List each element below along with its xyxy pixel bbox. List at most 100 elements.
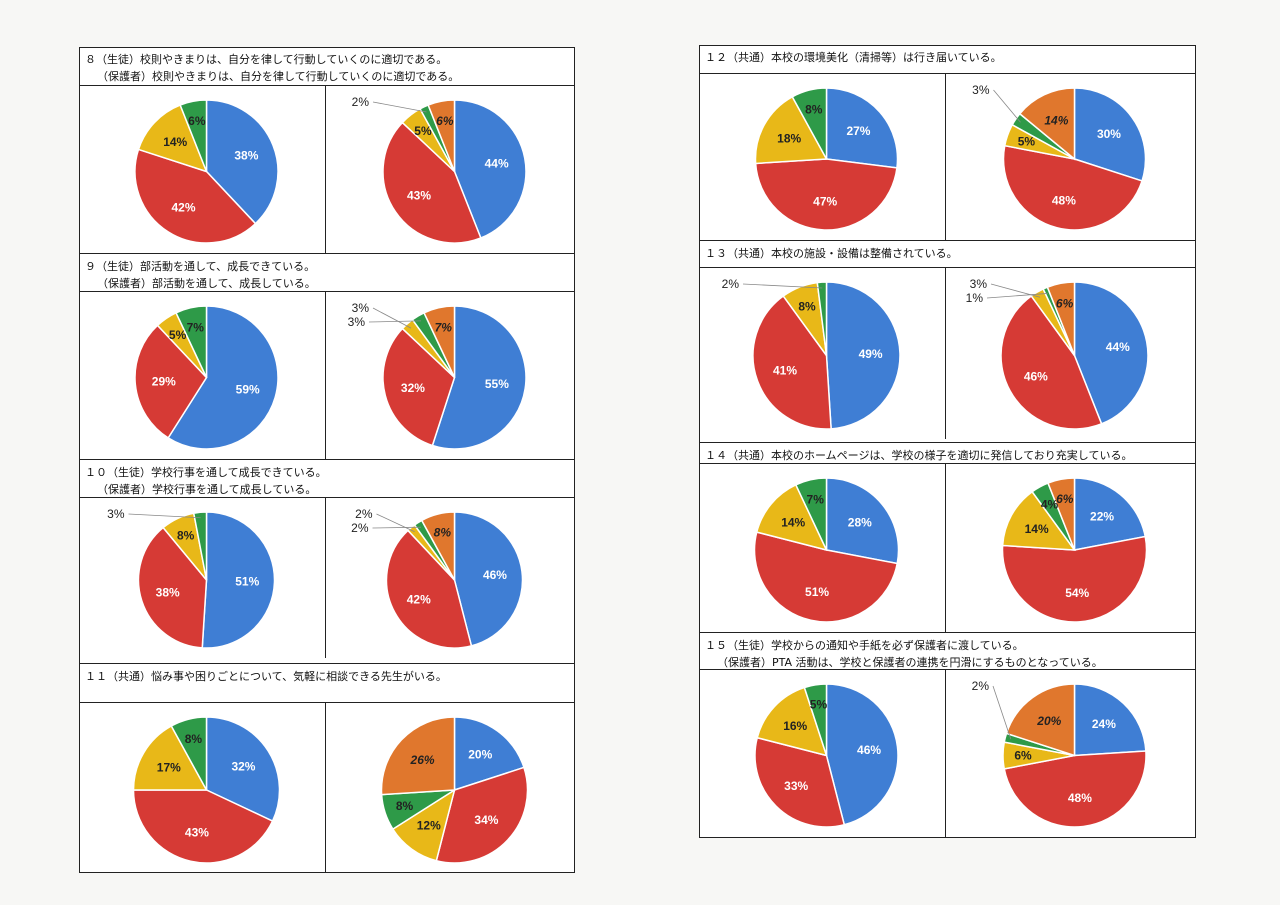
pie-slice-orange	[420, 511, 456, 581]
pie-slice-label: 46%	[483, 568, 507, 582]
pie-slice-label: 48%	[1052, 193, 1076, 207]
pie-chart-svg: 30% 48% 5% 3% 14%	[972, 83, 1147, 231]
pie-slice-label: 5%	[810, 698, 828, 712]
pie-slice-green	[192, 511, 208, 581]
pie-slice-blue	[205, 99, 279, 225]
pie-slice-label: 14%	[1044, 113, 1068, 127]
pie-slice-blue	[825, 87, 899, 169]
chart-cell-q10-right: 46% 42% 2% 2% 8%	[326, 498, 575, 658]
pie-slice-label: 2%	[722, 277, 740, 291]
pie-slice-label: 6%	[188, 114, 206, 128]
pie-slice-red	[754, 736, 846, 828]
pie-slice-label: 2%	[972, 679, 990, 693]
question-header-q10: １０（生徒）学校行事を通して成長できている。 （保護者）学校行事を通して成長してい…	[79, 459, 575, 498]
pie-slice-label: 5%	[169, 328, 187, 342]
pie-slice-red	[753, 531, 899, 623]
pie-slice-label: 5%	[414, 124, 432, 138]
chart-cell-q14-left: 28% 51% 14% 7%	[699, 464, 946, 632]
pie-slice-label: 3%	[972, 83, 990, 97]
pie-slice-red	[1000, 294, 1103, 430]
pie-slice-blue	[1073, 281, 1149, 425]
pie-leader-line	[372, 526, 421, 529]
pie-chart-svg: 32% 43% 17% 8%	[132, 716, 281, 864]
pie-slice-label: 38%	[156, 586, 180, 600]
pie-slice-label: 43%	[185, 826, 209, 840]
pie-slice-label: 47%	[813, 195, 837, 209]
chart-cell-q9-left: 59% 29% 5% 7%	[79, 292, 326, 459]
pie-slice-label: 5%	[1018, 135, 1036, 149]
pie-slice-green	[170, 716, 208, 791]
pie-slice-label: 3%	[352, 301, 370, 315]
pie-slice-label: 7%	[435, 320, 453, 334]
pie-slice-label: 41%	[773, 363, 797, 377]
pie-slice-label: 33%	[784, 779, 808, 793]
pie-chart-svg: 38% 42% 14%6%	[134, 99, 279, 244]
pie-slice-label: 26%	[410, 753, 435, 767]
pie-slice-label: 14%	[163, 135, 187, 149]
pie-slice-label: 4%	[1041, 498, 1059, 512]
pie-slice-blue	[825, 683, 899, 826]
pie-chart-svg: 46% 33% 16%5%	[754, 683, 899, 828]
pie-slice-label: 6%	[436, 114, 454, 128]
pie-slice-label: 2%	[355, 507, 373, 521]
pie-slice-label: 46%	[857, 743, 881, 757]
pie-slice-label: 51%	[805, 585, 829, 599]
pie-slice-red	[752, 294, 832, 430]
pie-slice-green	[816, 281, 828, 356]
question-header-q12: １２（共通）本校の環境美化（清掃等）は行き届いている。	[699, 45, 1196, 74]
pie-leader-line	[992, 685, 1012, 740]
pie-slice-red	[132, 789, 274, 864]
question-header-q15: １５（生徒）学校からの通知や手紙を必ず保護者に渡している。 （保護者）PTA 活動…	[699, 632, 1196, 670]
pie-slice-label: 8%	[805, 102, 823, 116]
pie-slice-label: 54%	[1065, 586, 1089, 600]
pie-slice-blue	[1073, 683, 1147, 757]
pie-slice-label: 1%	[966, 291, 984, 305]
pie-slice-label: 8%	[798, 299, 816, 313]
pie-slice-label: 14%	[1025, 522, 1049, 536]
chart-cell-q8-right: 44% 43% 5% 2% 6%	[326, 86, 575, 253]
question-line-2: （保護者）校則やきまりは、自分を律して行動していくのに適切である。	[97, 70, 460, 83]
chart-cell-q14-right: 22% 54% 14% 4% 6%	[946, 464, 1195, 632]
pie-chart-svg: 55% 32% 3%3% 7%	[348, 301, 527, 450]
pie-slice-label: 59%	[236, 382, 260, 396]
pie-slice-yellow	[137, 104, 208, 173]
pie-slice-label: 17%	[157, 761, 181, 775]
question-line-1: １１（共通）悩み事や困りごとについて、気軽に相談できる先生がいる。	[85, 670, 447, 683]
question-line-1: １０（生徒）学校行事を通して成長できている。	[85, 466, 327, 479]
pie-slice-blue	[453, 511, 524, 647]
pie-slice-green	[175, 305, 208, 378]
pie-slice-label: 2%	[351, 521, 369, 535]
pie-slice-red	[754, 158, 898, 231]
pie-slice-label: 16%	[783, 719, 807, 733]
pie-slice-blue	[453, 99, 527, 239]
pie-slice-red	[134, 324, 208, 439]
pie-slice-label: 3%	[107, 507, 125, 521]
chart-cell-q12-right: 30% 48% 5% 3% 14%	[946, 74, 1195, 240]
pie-slice-green	[791, 87, 828, 160]
question-line-2: （保護者）学校行事を通して成長している。	[97, 483, 317, 496]
pie-slice-label: 24%	[1092, 717, 1116, 731]
pie-slice-label: 44%	[1106, 340, 1130, 354]
pie-leader-line	[986, 293, 1048, 299]
pie-chart-svg: 28% 51% 14%7%	[753, 477, 900, 623]
pie-slice-blue	[205, 716, 281, 823]
pie-slice-label: 12%	[417, 818, 441, 832]
chart-cell-q15-left: 46% 33% 16% 5%	[699, 670, 946, 837]
pie-chart-svg: 22% 54% 14% 4%6%	[1001, 477, 1148, 623]
pie-slice-red	[1003, 750, 1147, 828]
pie-slice-label: 3%	[348, 315, 366, 329]
pie-slice-blue	[431, 305, 527, 450]
pie-slice-label: 8%	[185, 732, 203, 746]
pie-slice-red	[1002, 144, 1143, 231]
pie-slice-label: 8%	[177, 529, 195, 543]
pie-slice-label: 27%	[846, 124, 870, 138]
pie-slice-red	[134, 148, 257, 244]
pie-slice-label: 6%	[1056, 492, 1074, 506]
question-line-2: （保護者）部活動を通して、成長している。	[97, 277, 316, 290]
pie-slice-yellow	[755, 483, 828, 552]
pie-slice-green	[794, 477, 828, 551]
pie-slice-label: 2%	[352, 95, 370, 109]
pie-slice-label: 29%	[152, 375, 176, 389]
pie-chart-svg: 20% 34% 12%8% 26%	[380, 716, 529, 864]
pie-slice-label: 42%	[407, 593, 431, 607]
